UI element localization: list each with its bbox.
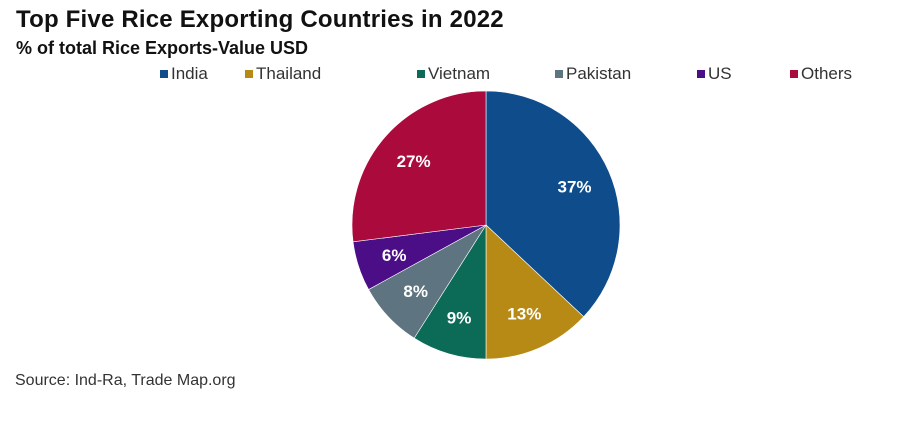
legend-swatch-vietnam bbox=[417, 70, 425, 78]
slice-label-vietnam: 9% bbox=[447, 309, 472, 328]
legend-label: Others bbox=[801, 64, 853, 83]
legend-item-us: US bbox=[697, 64, 732, 84]
legend-item-others: Others bbox=[790, 64, 852, 84]
slice-label-others: 27% bbox=[397, 152, 431, 171]
pie-slice-thailand bbox=[485, 224, 585, 360]
legend-label: Pakistan bbox=[566, 64, 632, 83]
chart-title: Top Five Rice Exporting Countries in 202… bbox=[16, 6, 504, 33]
pie-labels: 37% 13% 9% 8% 6% 27% bbox=[382, 152, 592, 327]
legend-label: India bbox=[171, 64, 208, 83]
chart-legend: India Thailand Vietnam Pakistan US Other… bbox=[0, 64, 906, 86]
pie-slice-india bbox=[485, 90, 621, 318]
legend-item-india: India bbox=[160, 64, 208, 84]
source-note: Source: Ind-Ra, Trade Map.org bbox=[15, 372, 236, 389]
legend-swatch-pakistan bbox=[555, 70, 563, 78]
slice-label-india: 37% bbox=[557, 178, 591, 197]
legend-item-pakistan: Pakistan bbox=[555, 64, 631, 84]
legend-label: Vietnam bbox=[428, 64, 491, 83]
legend-swatch-india bbox=[160, 70, 168, 78]
legend-item-thailand: Thailand bbox=[245, 64, 321, 84]
legend-item-vietnam: Vietnam bbox=[417, 64, 490, 84]
slice-label-thailand: 13% bbox=[507, 305, 541, 324]
pie-slices bbox=[351, 90, 621, 360]
legend-label: Thailand bbox=[256, 64, 322, 83]
pie-slice-others bbox=[351, 90, 487, 243]
legend-swatch-others bbox=[790, 70, 798, 78]
chart-subtitle: % of total Rice Exports-Value USD bbox=[16, 38, 309, 58]
slice-label-us: 6% bbox=[382, 246, 407, 265]
legend-swatch-us bbox=[697, 70, 705, 78]
slice-label-pakistan: 8% bbox=[403, 282, 428, 301]
legend-label: US bbox=[708, 64, 732, 83]
legend-swatch-thailand bbox=[245, 70, 253, 78]
